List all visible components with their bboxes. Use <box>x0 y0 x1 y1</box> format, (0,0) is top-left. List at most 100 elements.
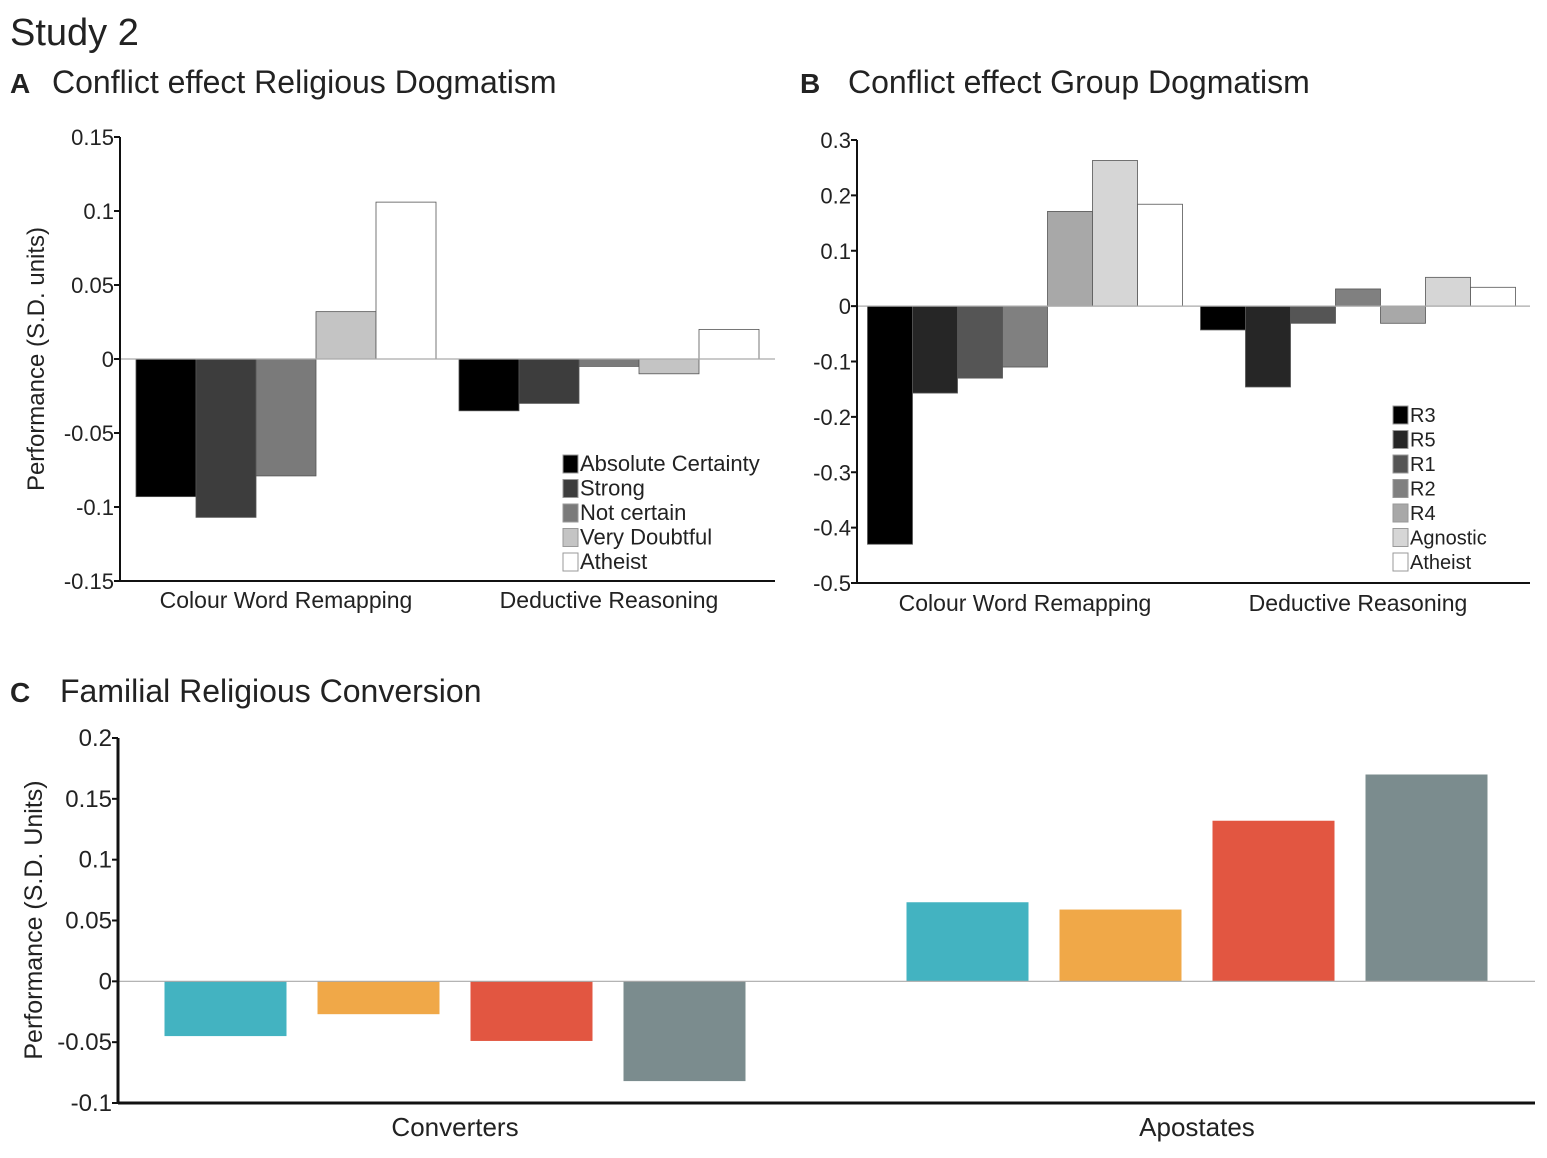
bar-r4-colour-word-remapping <box>1047 211 1093 307</box>
y-tick-label: 0.1 <box>820 239 851 264</box>
legend-swatch <box>562 552 579 572</box>
legend-swatch <box>1392 479 1409 498</box>
bar-atheist-colour-word-remapping <box>375 201 437 360</box>
y-tick-label: -0.4 <box>813 516 851 541</box>
legend-swatch <box>1392 454 1409 474</box>
chart-panel-a: A Conflict effect Religious Dogmatism Perf… <box>10 64 775 613</box>
legend-swatch <box>562 528 579 547</box>
bar-series-4-converters <box>623 981 746 1082</box>
y-tick-label: 0.15 <box>71 125 114 150</box>
x-category-label: Apostates <box>1139 1112 1255 1142</box>
chart-title: Conflict effect Group Dogmatism <box>848 64 1310 100</box>
y-tick-label: -0.3 <box>813 460 851 485</box>
y-tick-label: -0.1 <box>813 350 851 375</box>
bar-series-4-apostates <box>1365 774 1488 982</box>
chart-title: Conflict effect Religious Dogmatism <box>52 64 557 100</box>
legend-label: Very Doubtful <box>580 525 712 550</box>
y-axis-label: Performance (S.D. units) <box>23 227 50 491</box>
legend-label: Not certain <box>580 500 686 525</box>
y-tick-label: 0.2 <box>79 725 112 752</box>
bar-not-certain-deductive-reasoning <box>578 358 640 367</box>
y-tick-label: -0.15 <box>64 569 114 594</box>
figure-title: Study 2 <box>10 12 139 54</box>
y-tick-label: -0.2 <box>813 405 851 430</box>
bar-r3-deductive-reasoning <box>1200 305 1246 331</box>
y-axis-label: Performance (S.D. Units) <box>20 780 48 1059</box>
bar-series-1-converters <box>164 981 287 1037</box>
bar-series-2-converters <box>317 981 440 1015</box>
legend-swatch <box>562 479 579 498</box>
y-tick-label: 0 <box>99 968 112 995</box>
x-category-label: Deductive Reasoning <box>1249 590 1468 616</box>
bar-strong-deductive-reasoning <box>518 358 580 404</box>
x-category-label: Deductive Reasoning <box>500 587 719 613</box>
x-category-label: Converters <box>391 1112 518 1142</box>
bar-r2-colour-word-remapping <box>1002 305 1048 368</box>
panel-letter: B <box>800 68 820 99</box>
bar-agnostic-deductive-reasoning <box>1425 276 1471 307</box>
bar-r2-deductive-reasoning <box>1335 288 1381 307</box>
y-tick-label: -0.05 <box>64 421 114 446</box>
y-tick-label: 0.3 <box>820 128 851 153</box>
y-tick-label: -0.05 <box>57 1029 112 1056</box>
bar-series-3-apostates <box>1212 820 1335 982</box>
legend-label: Agnostic <box>1410 528 1487 550</box>
panel-letter: C <box>10 677 30 708</box>
y-tick-label: 0.15 <box>65 786 112 813</box>
legend-swatch <box>1392 430 1409 449</box>
legend-label: Absolute Certainty <box>580 451 760 476</box>
legend-swatch <box>1392 552 1409 572</box>
legend-swatch <box>562 454 579 474</box>
bar-absolute-certainty-deductive-reasoning <box>458 358 520 412</box>
bar-agnostic-colour-word-remapping <box>1092 160 1138 307</box>
legend-label: Atheist <box>1410 552 1472 574</box>
bar-atheist-deductive-reasoning <box>1470 286 1516 307</box>
legend-label: R5 <box>1410 430 1436 452</box>
chart-panel-c: C Familial Religious Conversion Performanc… <box>10 673 1535 1142</box>
bar-very-doubtful-deductive-reasoning <box>638 358 700 375</box>
y-tick-label: 0.2 <box>820 183 851 208</box>
y-tick-label: 0.05 <box>71 273 114 298</box>
bar-absolute-certainty-colour-word-remapping <box>135 358 197 498</box>
x-category-label: Colour Word Remapping <box>160 587 413 613</box>
legend-label: Atheist <box>580 549 647 574</box>
bar-series-3-converters <box>470 981 593 1041</box>
legend-label: R3 <box>1410 405 1436 427</box>
legend-label: R4 <box>1410 503 1436 525</box>
legend-label: Strong <box>580 476 645 501</box>
y-tick-label: -0.1 <box>71 1090 112 1117</box>
legend-label: R2 <box>1410 479 1436 501</box>
bar-atheist-colour-word-remapping <box>1137 203 1183 307</box>
bar-r3-colour-word-remapping <box>867 305 913 545</box>
bar-atheist-deductive-reasoning <box>698 328 760 360</box>
chart-title: Familial Religious Conversion <box>60 673 482 709</box>
bar-not-certain-colour-word-remapping <box>255 358 317 477</box>
bar-very-doubtful-colour-word-remapping <box>315 311 377 360</box>
legend-swatch <box>1392 528 1409 547</box>
bar-r4-deductive-reasoning <box>1380 305 1426 324</box>
y-tick-label: 0 <box>839 294 851 319</box>
legend-label: R1 <box>1410 454 1436 476</box>
bar-r1-colour-word-remapping <box>957 305 1003 379</box>
y-tick-label: 0.1 <box>83 199 114 224</box>
x-category-label: Colour Word Remapping <box>899 590 1152 616</box>
y-tick-label: 0.1 <box>79 847 112 874</box>
chart-panel-b: B Conflict effect Group Dogmatism 0.3 0.2 0.… <box>800 64 1530 616</box>
y-tick-label: 0 <box>102 347 114 372</box>
bar-r5-deductive-reasoning <box>1245 305 1291 388</box>
bar-r5-colour-word-remapping <box>912 305 958 394</box>
y-tick-label: 0.05 <box>65 908 112 935</box>
bar-series-2-apostates <box>1059 909 1182 982</box>
bar-series-1-apostates <box>906 902 1029 982</box>
y-tick-label: -0.1 <box>76 495 114 520</box>
bar-strong-colour-word-remapping <box>195 358 257 518</box>
legend-swatch <box>562 503 579 523</box>
bar-r1-deductive-reasoning <box>1290 305 1336 324</box>
panel-letter: A <box>10 68 30 99</box>
legend-swatch <box>1392 503 1409 523</box>
legend-swatch <box>1392 405 1409 425</box>
y-tick-label: -0.5 <box>813 571 851 596</box>
